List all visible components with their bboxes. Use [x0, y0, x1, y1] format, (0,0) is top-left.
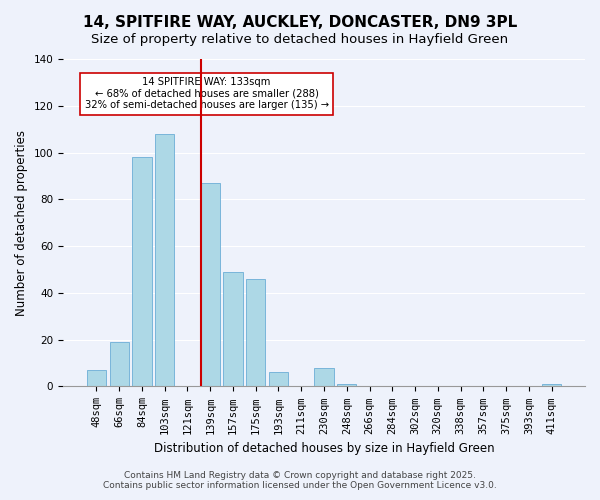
- Y-axis label: Number of detached properties: Number of detached properties: [15, 130, 28, 316]
- Bar: [542, 384, 561, 386]
- Text: Contains HM Land Registry data © Crown copyright and database right 2025.
Contai: Contains HM Land Registry data © Crown c…: [103, 470, 497, 490]
- Bar: [223, 272, 242, 386]
- Bar: [132, 157, 152, 386]
- Bar: [269, 372, 288, 386]
- Text: Size of property relative to detached houses in Hayfield Green: Size of property relative to detached ho…: [91, 32, 509, 46]
- Text: 14, SPITFIRE WAY, AUCKLEY, DONCASTER, DN9 3PL: 14, SPITFIRE WAY, AUCKLEY, DONCASTER, DN…: [83, 15, 517, 30]
- Bar: [200, 183, 220, 386]
- Bar: [246, 279, 265, 386]
- Bar: [110, 342, 129, 386]
- Bar: [337, 384, 356, 386]
- Text: 14 SPITFIRE WAY: 133sqm
← 68% of detached houses are smaller (288)
32% of semi-d: 14 SPITFIRE WAY: 133sqm ← 68% of detache…: [85, 77, 329, 110]
- Bar: [314, 368, 334, 386]
- Bar: [155, 134, 175, 386]
- X-axis label: Distribution of detached houses by size in Hayfield Green: Distribution of detached houses by size …: [154, 442, 494, 455]
- Bar: [87, 370, 106, 386]
